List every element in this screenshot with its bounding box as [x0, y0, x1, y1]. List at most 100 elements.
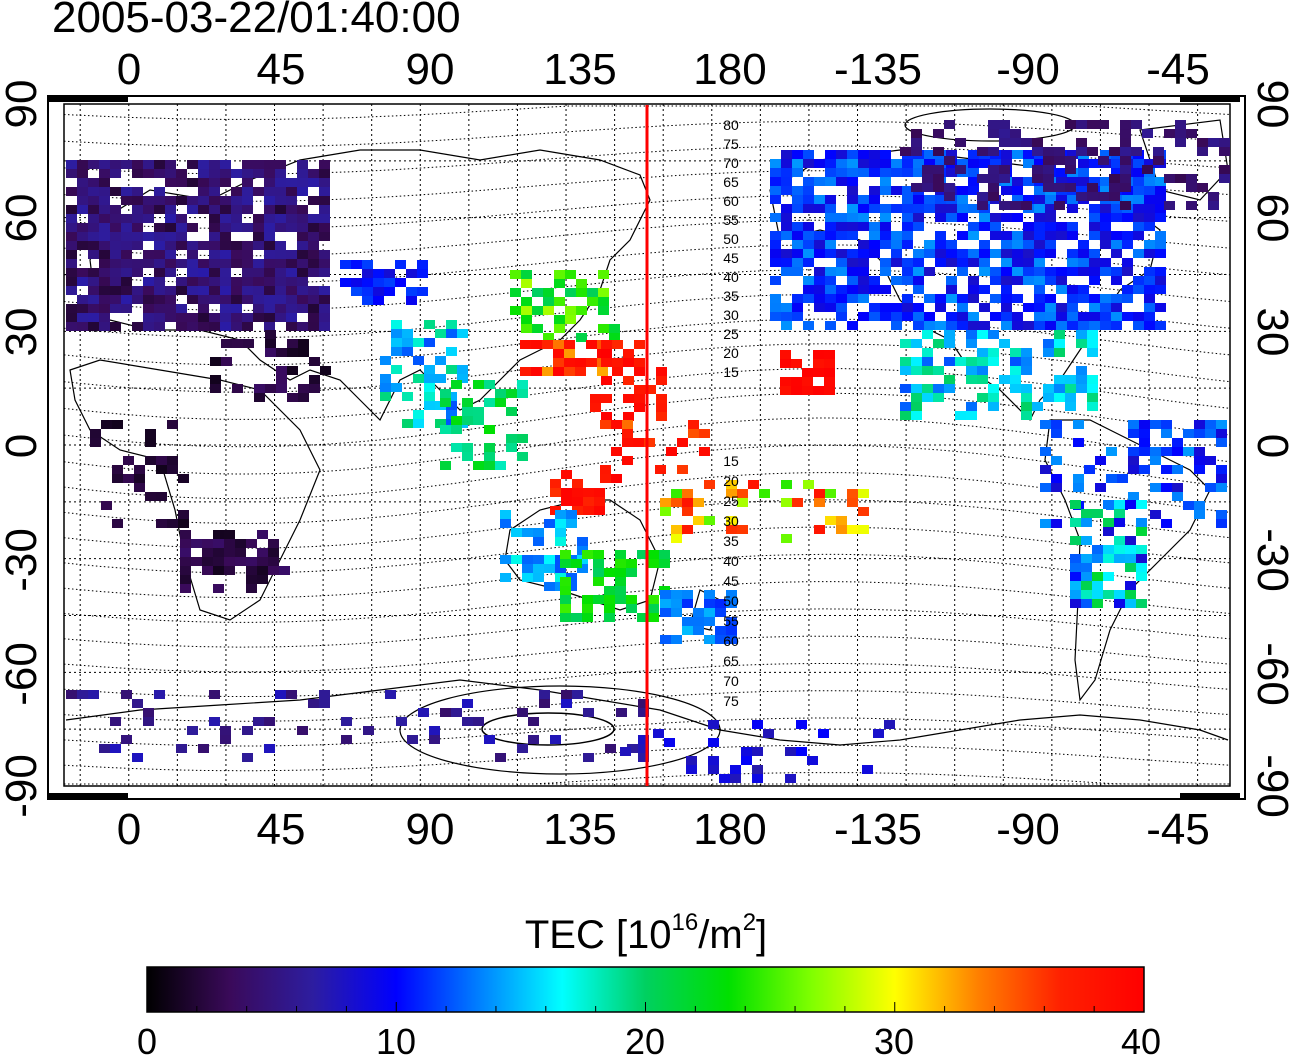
- tec-cell: [634, 340, 645, 349]
- tec-cell: [198, 295, 209, 304]
- tec-cell: [968, 321, 979, 330]
- tec-cell: [880, 267, 891, 276]
- tec-cell: [802, 386, 813, 395]
- tec-cell: [1122, 312, 1133, 321]
- tec-cell: [297, 205, 308, 214]
- tec-cell: [966, 411, 977, 420]
- tec-cell: [1001, 186, 1012, 195]
- tec-cell: [1172, 447, 1183, 456]
- tec-cell: [165, 205, 176, 214]
- tec-cell: [543, 288, 554, 297]
- tec-cell: [77, 196, 88, 205]
- tec-cell: [1023, 159, 1034, 168]
- tec-cell: [209, 268, 220, 277]
- tec-cell: [858, 195, 869, 204]
- tec-cell: [286, 313, 297, 322]
- tec-cell: [593, 559, 604, 568]
- tec-cell: [682, 489, 693, 498]
- tec-cell: [457, 365, 468, 374]
- tec-cell: [242, 196, 253, 205]
- tec-cell: [572, 497, 583, 506]
- tec-cell: [1219, 165, 1230, 174]
- tec-cell: [1139, 465, 1150, 474]
- tec-cell: [1067, 249, 1078, 258]
- tec-cell: [1125, 581, 1136, 590]
- tec-cell: [891, 186, 902, 195]
- tec-cell: [836, 516, 847, 525]
- tec-cell: [88, 196, 99, 205]
- tec-cell: [121, 214, 132, 223]
- tec-cell: [110, 322, 121, 331]
- tec-cell: [385, 690, 396, 699]
- tec-cell: [246, 539, 257, 548]
- tec-cell: [484, 452, 495, 461]
- tec-cell: [1051, 429, 1062, 438]
- tec-cell: [286, 205, 297, 214]
- tec-cell: [165, 214, 176, 223]
- tec-cell: [1155, 231, 1166, 240]
- tec-cell: [440, 398, 451, 407]
- tec-cell: [231, 304, 242, 313]
- tec-cell: [232, 339, 243, 348]
- tec-cell: [1081, 599, 1092, 608]
- tec-cell: [451, 416, 462, 425]
- tec-cell: [1078, 240, 1089, 249]
- tec-cell: [1194, 510, 1205, 519]
- tec-cell: [968, 249, 979, 258]
- tec-cell: [593, 595, 604, 604]
- tec-cell: [110, 205, 121, 214]
- tec-cell: [1089, 312, 1100, 321]
- tec-cell: [634, 403, 645, 412]
- tec-cell: [156, 519, 167, 528]
- tec-cell: [473, 380, 484, 389]
- tec-cell: [1150, 483, 1161, 492]
- tec-cell: [308, 304, 319, 313]
- tec-cell: [132, 295, 143, 304]
- tec-cell: [626, 559, 637, 568]
- tec-cell: [946, 240, 957, 249]
- tec-cell: [187, 277, 198, 286]
- tec-cell: [693, 608, 704, 617]
- tec-cell: [770, 195, 781, 204]
- tec-cell: [417, 260, 428, 269]
- tec-cell: [1045, 276, 1056, 285]
- tec-cell: [435, 374, 446, 383]
- tec-cell: [167, 465, 178, 474]
- tec-cell: [246, 584, 257, 593]
- tec-cell: [220, 726, 231, 735]
- tec-cell: [176, 241, 187, 250]
- tec-cell: [1139, 420, 1150, 429]
- tec-cell: [656, 394, 667, 403]
- tec-cell: [752, 747, 763, 756]
- tec-cell: [209, 250, 220, 259]
- tec-cell: [1144, 267, 1155, 276]
- tec-cell: [792, 240, 803, 249]
- tec-cell: [1045, 321, 1056, 330]
- tec-cell: [1161, 429, 1172, 438]
- tec-cell: [988, 348, 999, 357]
- tec-cell: [946, 249, 957, 258]
- tec-cell: [1114, 545, 1125, 554]
- tec-cell: [287, 348, 298, 357]
- tec-cell: [308, 699, 319, 708]
- tec-cell: [1054, 330, 1065, 339]
- tec-cell: [935, 231, 946, 240]
- tec-cell: [560, 613, 571, 622]
- tec-cell: [858, 525, 869, 534]
- tec-cell: [1067, 267, 1078, 276]
- tec-cell: [500, 519, 511, 528]
- tec-cell: [572, 690, 583, 699]
- tec-cell: [902, 303, 913, 312]
- tec-cell: [900, 339, 911, 348]
- tec-cell: [1100, 222, 1111, 231]
- tec-cell: [858, 294, 869, 303]
- tec-cell: [824, 359, 835, 368]
- colorbar-tick-label: 20: [625, 1021, 665, 1057]
- tec-cell: [1023, 231, 1034, 240]
- tec-cell: [911, 384, 922, 393]
- tec-cell: [1175, 138, 1186, 147]
- tec-cell: [802, 377, 813, 386]
- tec-cell: [446, 365, 457, 374]
- tec-cell: [902, 204, 913, 213]
- tec-cell: [77, 304, 88, 313]
